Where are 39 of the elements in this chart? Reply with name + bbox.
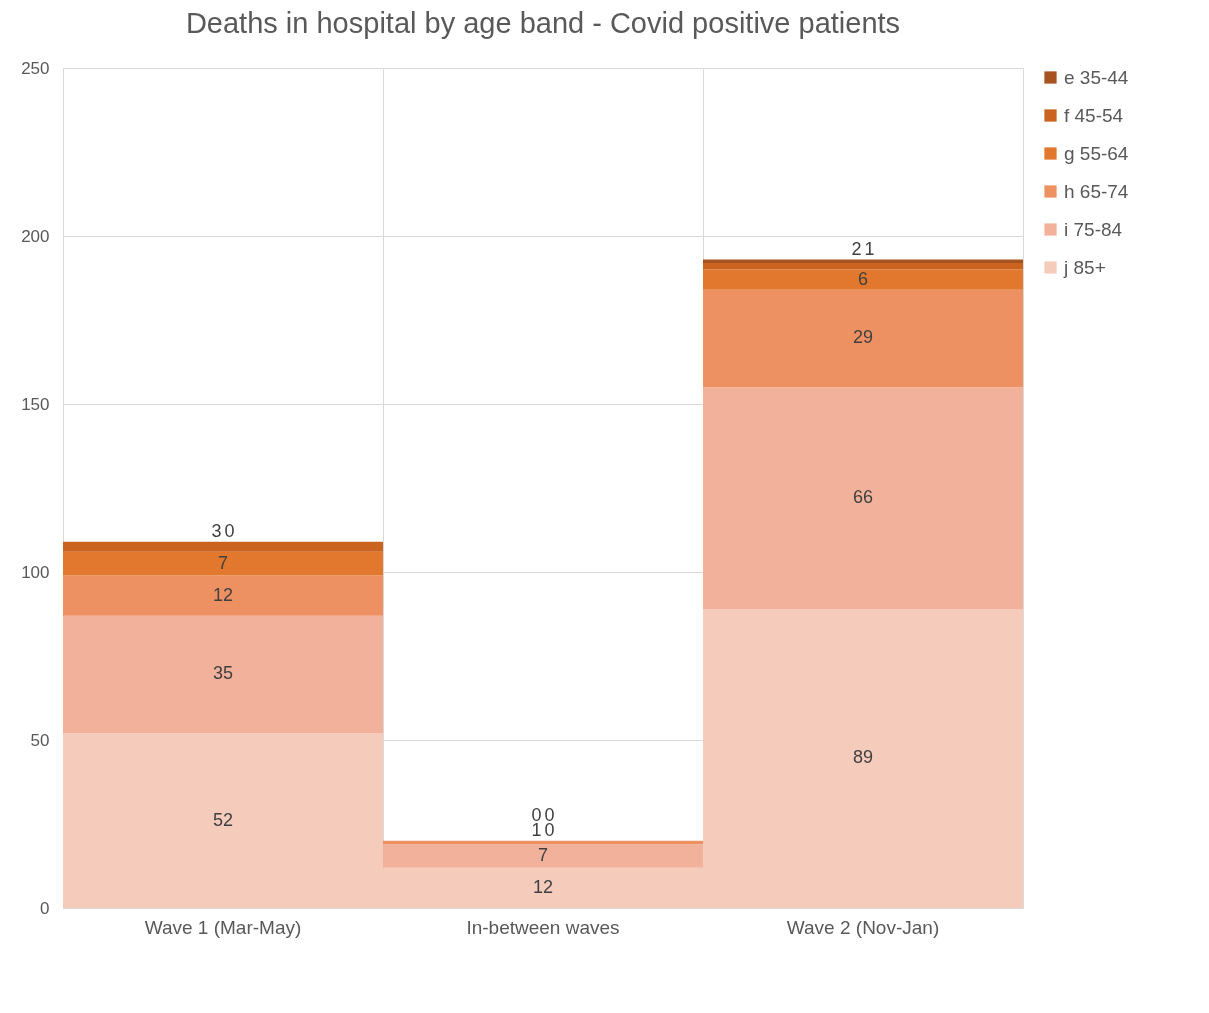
data-label: 2 <box>851 238 862 259</box>
legend-label: f 45-54 <box>1064 104 1124 126</box>
data-label: 35 <box>212 663 234 684</box>
bar <box>63 575 383 616</box>
bar <box>703 387 1023 609</box>
data-label: 0 <box>224 520 235 541</box>
bar <box>63 615 383 734</box>
data-label: 6 <box>857 268 869 289</box>
x-tick-label: Wave 2 (Nov-Jan) <box>786 916 940 938</box>
data-label: 7 <box>537 844 549 865</box>
data-label: 52 <box>212 809 234 830</box>
legend-label: j 85+ <box>1063 256 1106 278</box>
chart-title: Deaths in hospital by age band - Covid positive patients <box>185 7 901 39</box>
legend-label: g 55-64 <box>1064 142 1129 164</box>
data-label: 12 <box>532 876 554 897</box>
y-tick-label: 200 <box>21 226 50 246</box>
x-tick-label: In-between waves <box>466 916 620 938</box>
x-tick-label: Wave 1 (Mar-May) <box>144 916 302 938</box>
legend-label: i 75-84 <box>1064 218 1123 240</box>
data-label: 3 <box>211 520 222 541</box>
bar <box>703 262 1023 270</box>
bar <box>383 844 703 868</box>
legend-label: e 35-44 <box>1064 66 1129 88</box>
data-label: 1 <box>864 238 875 259</box>
y-tick-label: 150 <box>21 394 50 414</box>
bar <box>703 269 1023 290</box>
y-tick-label: 50 <box>30 730 50 750</box>
data-label: 7 <box>217 552 229 573</box>
bar <box>63 551 383 576</box>
data-label: 12 <box>212 584 234 605</box>
y-tick-label: 0 <box>40 898 50 918</box>
legend-label: h 65-74 <box>1064 180 1129 202</box>
data-label: 29 <box>852 327 874 348</box>
data-label: 89 <box>852 747 874 768</box>
bar <box>63 541 383 552</box>
data-label: 66 <box>852 487 874 508</box>
y-tick-label: 250 <box>21 58 50 78</box>
y-tick-label: 100 <box>21 562 50 582</box>
bar <box>703 289 1023 388</box>
